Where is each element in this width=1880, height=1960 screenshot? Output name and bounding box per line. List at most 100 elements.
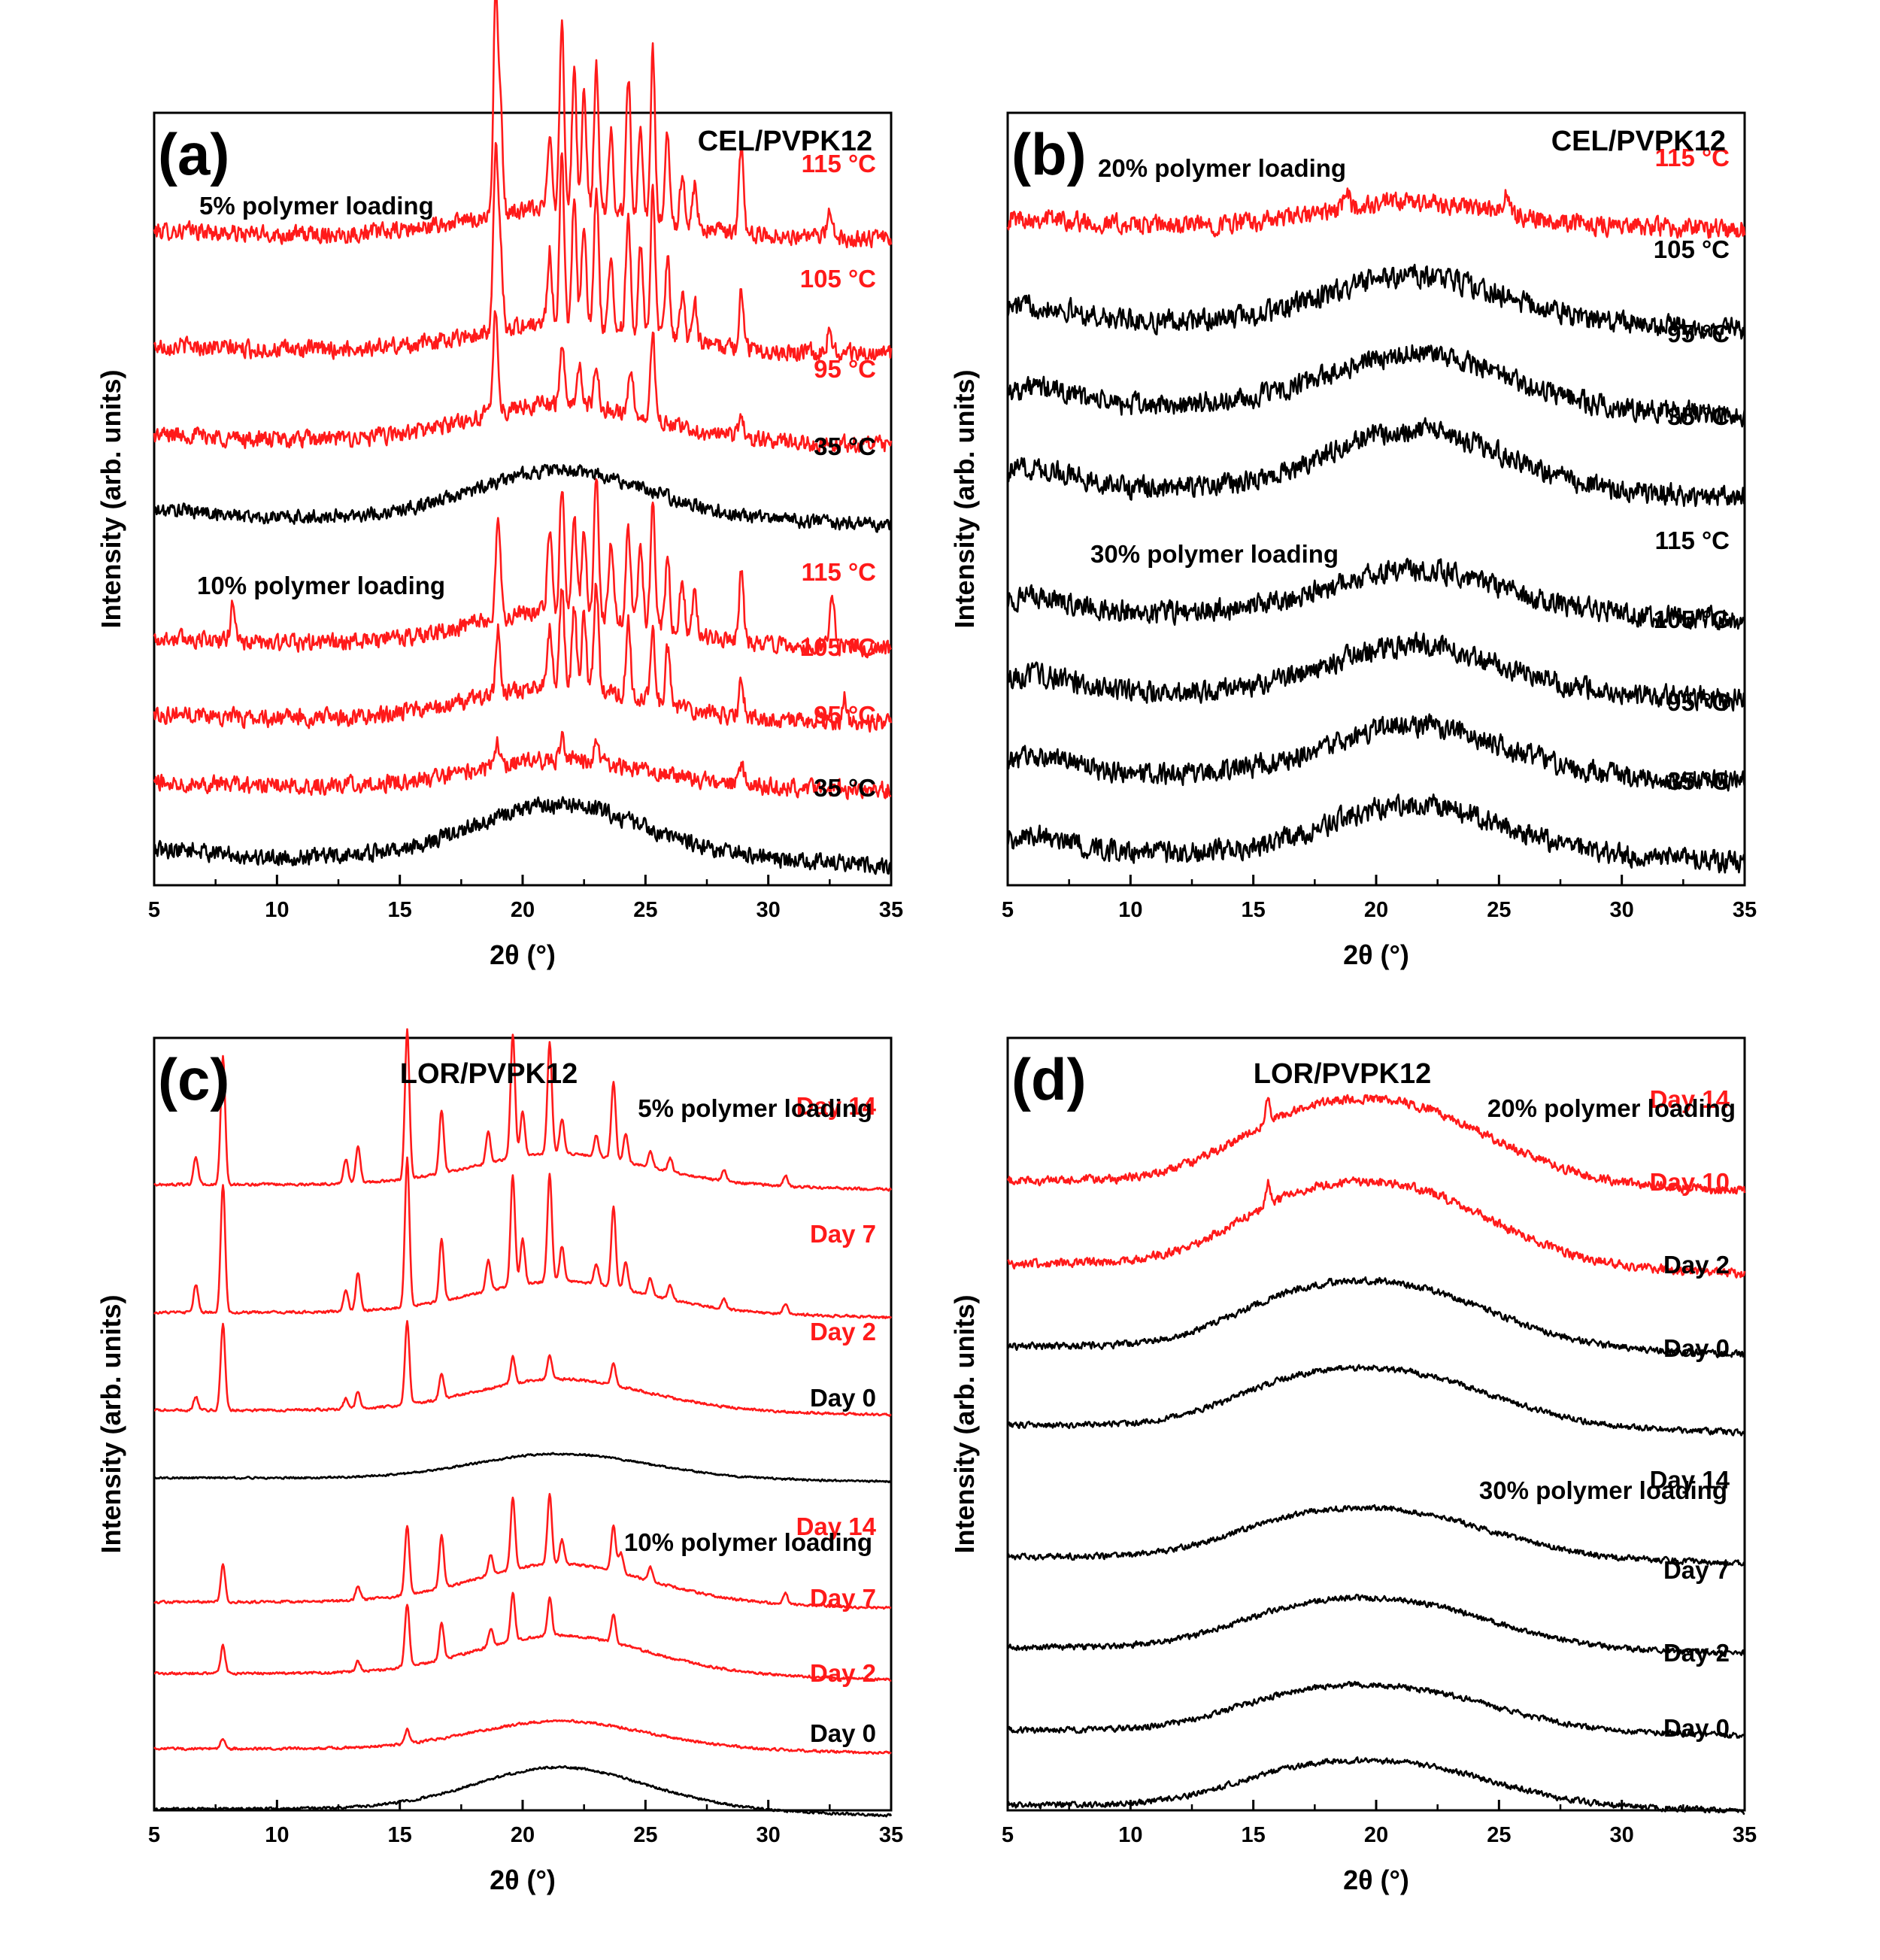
x-tick-label: 15 (1242, 1823, 1266, 1847)
series-line (153, 1591, 892, 1682)
series-label: Day 14 (1650, 1466, 1730, 1494)
series-label: 115 °C (1655, 144, 1730, 171)
series-line (1006, 344, 1746, 428)
x-tick-label: 10 (1118, 1823, 1142, 1847)
x-tick-label: 20 (1364, 898, 1388, 922)
panel-title: LOR/PVPK12 (1254, 1058, 1432, 1090)
x-tick-label: 25 (1487, 898, 1511, 922)
panel-letter: (d) (1011, 1046, 1087, 1112)
series-label: Day 0 (810, 1719, 876, 1747)
series-line (153, 0, 893, 249)
series-line (153, 1452, 892, 1484)
panel-title: LOR/PVPK12 (400, 1058, 578, 1090)
y-axis-label: Intensity (arb. units) (96, 369, 126, 628)
series-label: Day 0 (1663, 1714, 1730, 1742)
x-tick-label: 20 (511, 1823, 535, 1847)
series-line (153, 1320, 892, 1417)
x-axis-label: 2θ (°) (1343, 939, 1409, 970)
panel-a: 115 °C 105 °C 95 °C 35 °C 115 °C 105 °C 95 °C 3… (96, 0, 903, 970)
series-line (1006, 417, 1746, 508)
x-tick-label: 10 (1118, 898, 1142, 922)
series-line (153, 1493, 892, 1610)
series-label: Day 7 (810, 1584, 876, 1612)
series-line (1006, 631, 1746, 712)
series-label: 95 °C (814, 701, 876, 729)
series-label: 35 °C (1667, 767, 1730, 795)
series-line (153, 141, 893, 363)
series-line (153, 1028, 893, 1192)
panel-letter: (a) (158, 121, 229, 187)
y-axis-label: Intensity (arb. units) (96, 1294, 126, 1553)
group-label: 10% polymer loading (197, 572, 445, 599)
series-label: 95 °C (814, 355, 876, 383)
group-label: 5% polymer loading (199, 192, 434, 220)
series-line (153, 1156, 893, 1319)
group-label: 20% polymer loading (1098, 154, 1346, 182)
x-tick-label: 10 (265, 1823, 289, 1847)
series-line (153, 310, 893, 454)
series-line (1007, 1680, 1746, 1739)
series-label: Day 2 (1663, 1251, 1730, 1279)
x-tick-label: 35 (879, 898, 903, 922)
panel-d: Day 14 Day 10 Day 2 Day 0 Day 14 Day 7 Day 2 Da… (949, 1036, 1757, 1895)
series-line (1007, 1176, 1746, 1279)
series-label: 105 °C (1654, 605, 1730, 633)
series-label: Day 14 (796, 1512, 877, 1540)
series-line (153, 796, 893, 875)
x-tick-label: 30 (757, 1823, 781, 1847)
panel-c: Day 14 Day 7 Day 2 Day 0 Day 14 Day 7 Day 2 Day… (96, 1028, 903, 1895)
series-label: Day 2 (1663, 1639, 1730, 1667)
series-line (1006, 1364, 1746, 1437)
series-line (153, 730, 892, 800)
x-tick-label: 10 (265, 898, 289, 922)
series-line (1006, 187, 1746, 239)
series-label: 115 °C (802, 150, 876, 177)
series-label: 105 °C (1654, 235, 1730, 263)
x-tick-label: 5 (148, 1823, 160, 1847)
series-label: Day 7 (810, 1220, 876, 1248)
x-tick-label: 35 (1733, 898, 1757, 922)
plot-frame (153, 111, 893, 887)
series-label: Day 0 (810, 1384, 876, 1412)
series-label: Day 10 (1650, 1168, 1730, 1196)
x-axis-label: 2θ (°) (490, 1864, 556, 1895)
x-tick-label: 20 (1364, 1823, 1388, 1847)
series-line (1007, 1503, 1745, 1567)
x-tick-label: 15 (1242, 898, 1266, 922)
group-label: 20% polymer loading (1487, 1094, 1736, 1122)
series-label: 115 °C (802, 558, 876, 586)
series-line (1006, 557, 1745, 631)
x-tick-label: 20 (511, 898, 535, 922)
group-label: 10% polymer loading (624, 1528, 872, 1556)
series-label: Day 0 (1663, 1334, 1730, 1362)
series-line (1006, 793, 1746, 874)
group-label: 30% polymer loading (1479, 1476, 1727, 1504)
series-label: 115 °C (1655, 526, 1730, 554)
series-line (153, 478, 893, 659)
series-line (1006, 1276, 1745, 1358)
series-label: 95 °C (1667, 320, 1730, 347)
panel-letter: (b) (1011, 121, 1087, 187)
series-label: Day 14 (796, 1092, 877, 1120)
panel-title: CEL/PVPK12 (1551, 126, 1726, 157)
y-axis-label: Intensity (arb. units) (949, 369, 980, 628)
series-label: Day 14 (1650, 1085, 1730, 1113)
series-line (1006, 1094, 1746, 1195)
x-tick-label: 15 (388, 1823, 412, 1847)
panel-title: CEL/PVPK12 (698, 126, 872, 157)
series-label: 35 °C (1667, 402, 1730, 430)
x-tick-label: 35 (879, 1823, 903, 1847)
series-line (1006, 263, 1746, 341)
x-tick-label: 30 (1610, 898, 1634, 922)
x-tick-label: 25 (633, 898, 657, 922)
x-tick-label: 30 (1610, 1823, 1634, 1847)
series-label: Day 2 (810, 1318, 876, 1346)
x-tick-label: 15 (388, 898, 412, 922)
x-tick-label: 35 (1733, 1823, 1757, 1847)
panel-letter: (c) (158, 1046, 229, 1112)
group-label: 30% polymer loading (1090, 540, 1339, 568)
series-label: 105 °C (800, 633, 876, 661)
series-label: 35 °C (814, 432, 876, 460)
series-label: Day 7 (1663, 1556, 1730, 1584)
x-tick-label: 30 (757, 898, 781, 922)
